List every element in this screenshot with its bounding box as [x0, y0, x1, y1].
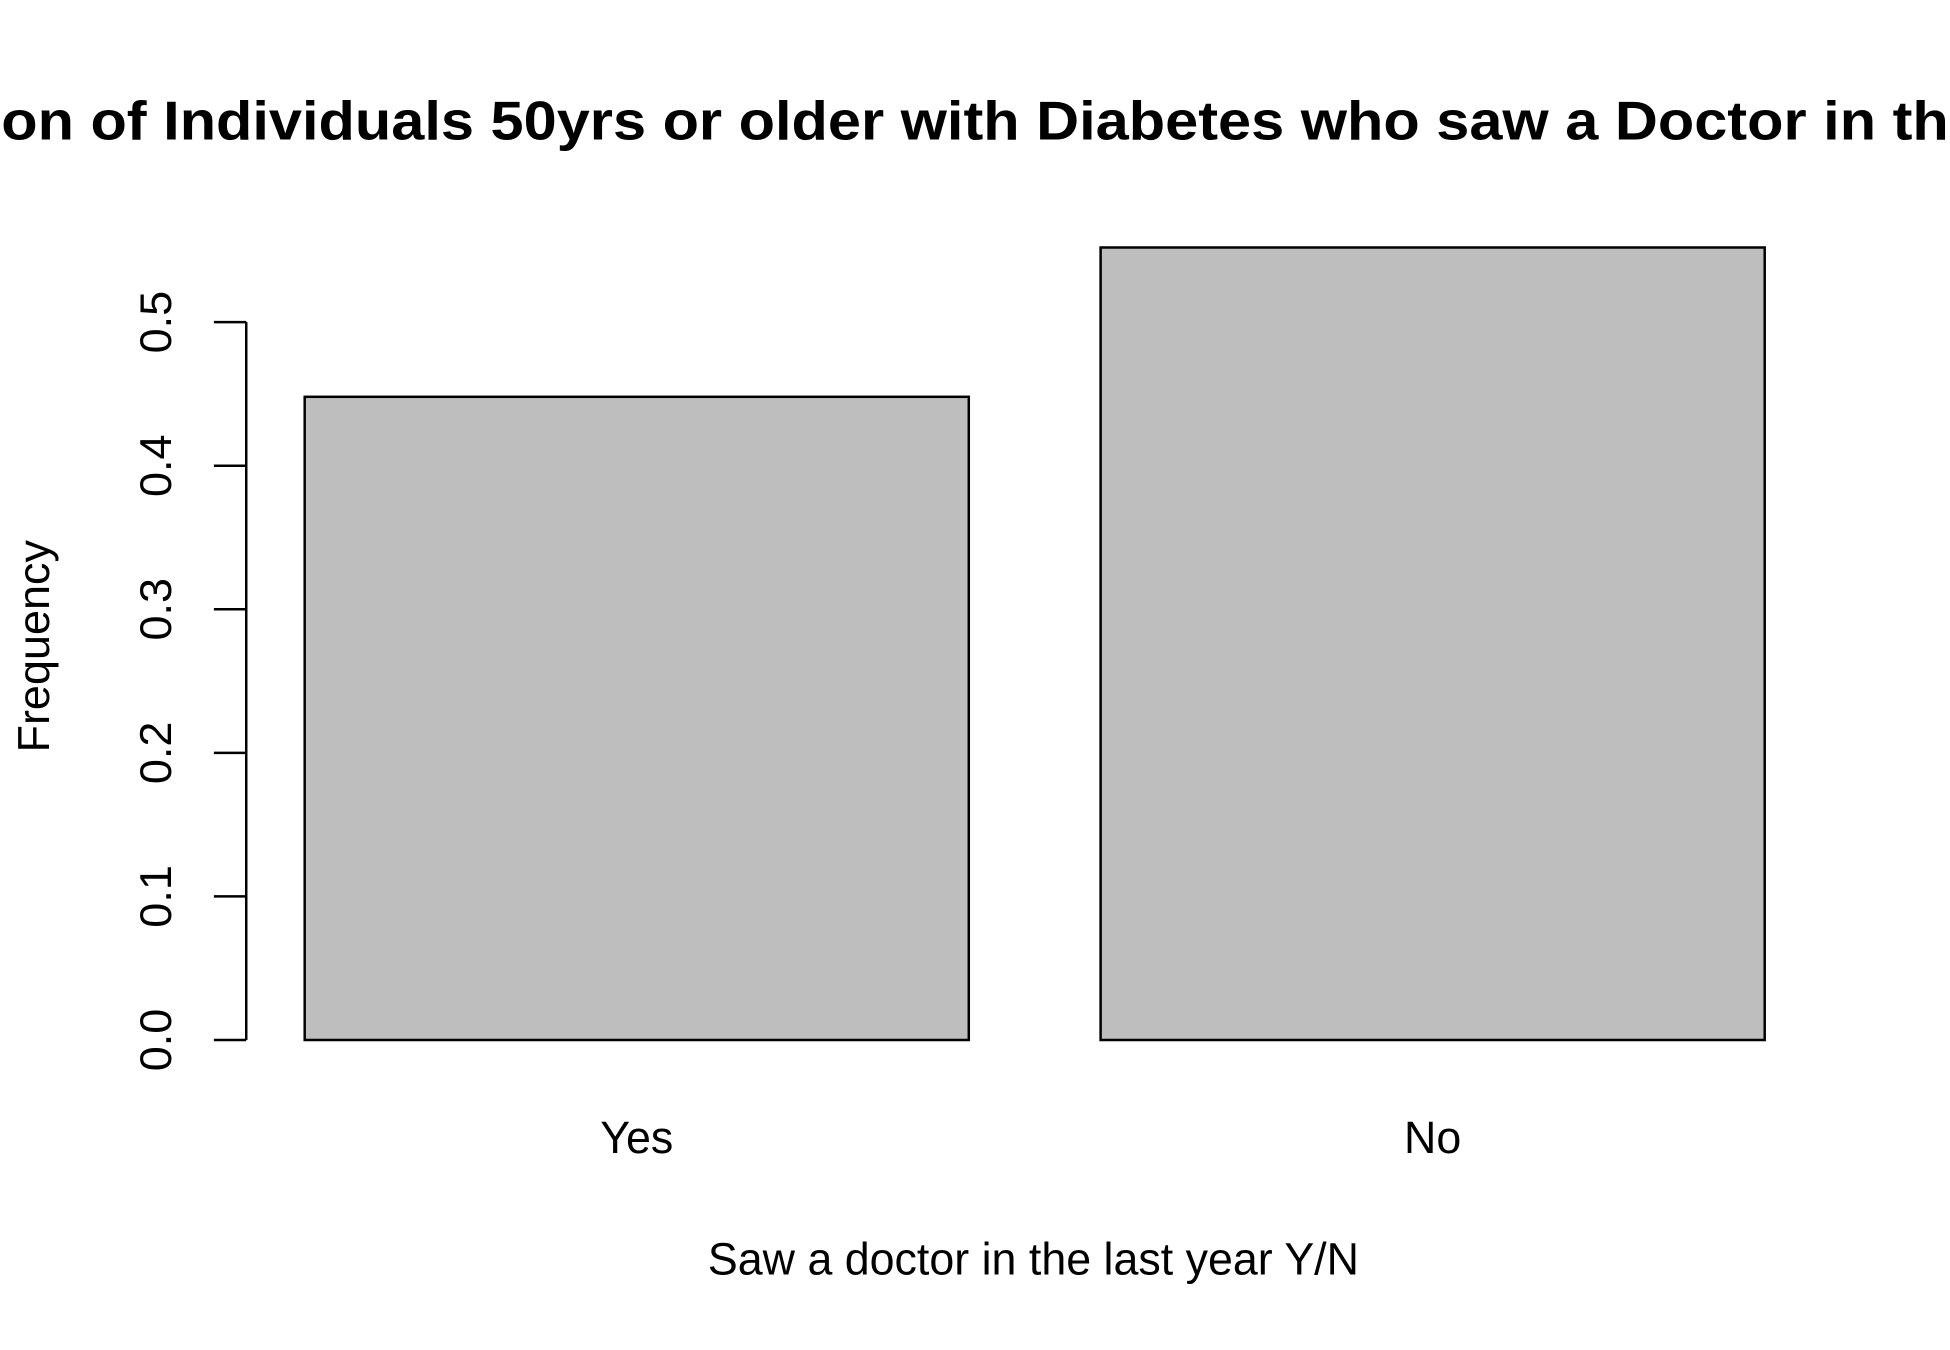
y-tick-label: 0.1	[130, 865, 181, 928]
x-axis-label: Saw a doctor in the last year Y/N	[708, 1233, 1359, 1284]
y-tick-label: 0.5	[130, 291, 181, 354]
y-tick-label: 0.4	[130, 434, 181, 497]
y-tick-label: 0.2	[130, 722, 181, 785]
y-tick-label: 0.3	[130, 578, 181, 641]
y-axis-label: Frequency	[8, 539, 59, 752]
bar	[303, 395, 971, 1042]
x-tick-label: Yes	[600, 1112, 673, 1163]
chart-title: on of Individuals 50yrs or older with Di…	[1, 89, 1949, 151]
y-tick-label: 0.0	[130, 1009, 181, 1072]
bar	[1099, 246, 1766, 1042]
x-tick-label: No	[1404, 1112, 1461, 1163]
